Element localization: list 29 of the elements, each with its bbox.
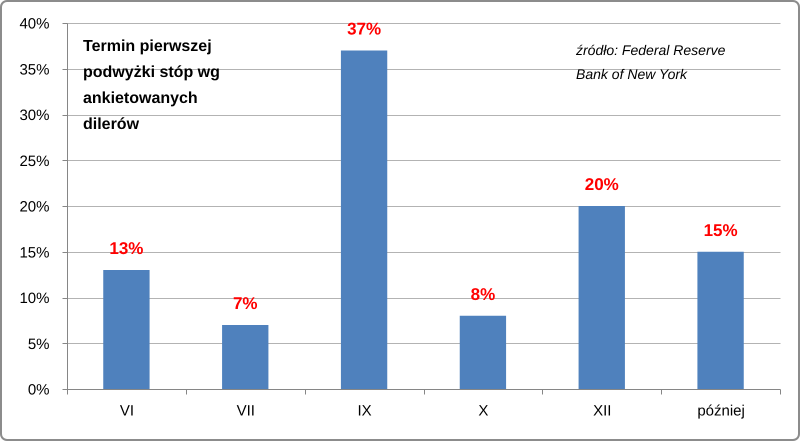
y-tick-label: 5% (28, 336, 50, 353)
x-tick-label: VI (120, 402, 134, 420)
y-tick-label: 20% (19, 198, 50, 216)
x-tick-label: XII (593, 402, 612, 420)
annotation: źródło: Federal Reserve Bank of New York (575, 42, 726, 82)
x-tick-label: IX (357, 402, 372, 420)
bar (340, 50, 388, 389)
data-label: 37% (347, 19, 382, 38)
bar (697, 252, 744, 389)
data-label: 7% (232, 294, 258, 313)
y-tick-label: 40% (19, 16, 50, 32)
data-label: 20% (584, 175, 619, 194)
y-tick-label: 10% (19, 290, 50, 307)
y-tick-label: 15% (19, 244, 50, 262)
bar (578, 206, 625, 389)
x-tick-label: VII (236, 402, 255, 420)
bar (222, 324, 268, 389)
bar (460, 316, 506, 389)
x-tick-label: X (478, 402, 488, 420)
y-tick-label: 0% (28, 382, 50, 398)
data-label: 13% (109, 239, 144, 258)
bar (103, 270, 150, 389)
text: Termin pierwszej podwyżki stóp wg ankietowanych dilerów (83, 38, 220, 133)
data-label: 8% (470, 284, 496, 304)
y-tick-label: 35% (19, 61, 50, 78)
y-tick-label: 30% (19, 107, 50, 124)
y-tick-label: 25% (19, 152, 50, 170)
data-label: 15% (704, 220, 738, 240)
x-tick-label: później (697, 402, 745, 420)
